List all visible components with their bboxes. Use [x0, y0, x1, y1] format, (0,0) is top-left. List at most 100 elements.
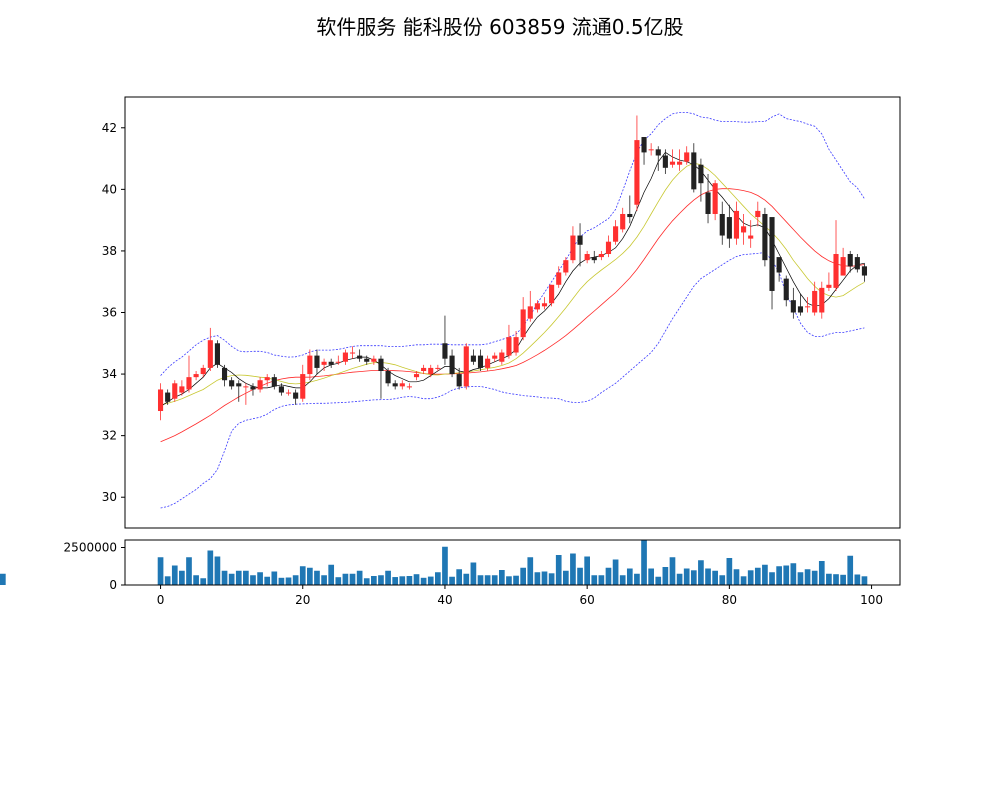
x-tick-label: 60	[580, 593, 595, 607]
candle-body	[335, 361, 341, 363]
volume-bar	[840, 574, 846, 585]
candle-body	[243, 386, 249, 388]
candle-body	[172, 383, 178, 399]
volume-bar	[371, 576, 377, 585]
volume-y-tick-label: 0	[109, 578, 117, 592]
volume-bar	[754, 567, 761, 585]
candle-body	[705, 192, 711, 214]
candle-body	[236, 383, 242, 387]
candle-body	[229, 380, 235, 387]
volume-bar	[335, 577, 342, 585]
volume-bar	[385, 570, 391, 585]
candle-body	[527, 306, 533, 319]
candle-body	[783, 278, 789, 301]
candle-body	[549, 284, 555, 304]
volume-bar	[520, 567, 527, 585]
candle-body	[285, 392, 292, 394]
candle-body	[257, 380, 263, 390]
candle-body	[492, 355, 498, 359]
volume-bar	[314, 570, 320, 585]
candle-body	[520, 309, 526, 338]
volume-bar	[491, 575, 498, 585]
volume-bar	[733, 569, 740, 585]
candle-body	[328, 361, 334, 365]
volume-bar	[477, 575, 484, 585]
candle-body	[186, 377, 192, 390]
candle-body	[613, 226, 619, 242]
candle-body	[627, 213, 633, 218]
volume-y-tick-label: 2500000	[64, 541, 117, 555]
candle-body	[221, 367, 228, 381]
volume-bar	[378, 575, 384, 585]
volume-bar	[200, 578, 207, 585]
candle-body	[655, 149, 661, 156]
volume-bar	[705, 568, 711, 585]
volume-bar	[847, 555, 854, 585]
candle-body	[797, 306, 804, 313]
candle-body	[847, 254, 853, 267]
volume-bar	[506, 576, 512, 585]
volume-bar	[527, 557, 534, 585]
price-y-tick-label: 42	[102, 121, 117, 135]
candle-body	[477, 355, 484, 368]
volume-bar	[541, 571, 548, 585]
candle-body	[812, 290, 818, 313]
candle-body	[428, 367, 434, 375]
candle-body	[698, 164, 704, 184]
volume-bar	[413, 574, 420, 585]
volume-bar	[221, 570, 228, 585]
volume-bar	[435, 572, 441, 585]
volume-bar	[818, 561, 825, 585]
candle-body	[591, 257, 597, 261]
candle-body	[506, 337, 512, 356]
volume-bar	[598, 575, 605, 585]
candle-body	[648, 149, 654, 151]
candle-body	[264, 377, 270, 381]
volume-bar	[833, 574, 839, 585]
volume-bar	[193, 575, 199, 585]
volume-bar	[662, 567, 669, 585]
candle-body	[307, 355, 313, 375]
volume-bar	[776, 566, 782, 585]
candle-body	[826, 284, 832, 288]
volume-bar	[804, 569, 811, 585]
volume-bar	[427, 576, 434, 585]
price-y-tick-label: 38	[102, 244, 117, 258]
price-y-tick-label: 34	[102, 367, 117, 381]
volume-bar	[171, 565, 178, 585]
volume-bar	[243, 570, 249, 585]
candle-body	[790, 300, 796, 313]
moving-average-lines	[160, 151, 865, 443]
volume-bar	[420, 577, 427, 585]
candle-body	[378, 358, 384, 371]
volume-bar	[278, 577, 285, 585]
candle-body	[741, 226, 747, 233]
candle-body	[577, 235, 583, 245]
candle-body	[271, 377, 277, 387]
volume-y-axis: 0 2500000	[64, 541, 125, 592]
candle-body	[620, 213, 626, 230]
volume-bar	[783, 565, 790, 585]
x-tick-label: 100	[860, 593, 883, 607]
volume-bar	[328, 564, 335, 585]
candle-body	[570, 235, 576, 261]
volume-bar	[584, 556, 590, 585]
x-tick-label: 20	[295, 593, 310, 607]
volume-bar	[356, 570, 363, 585]
candle-body	[392, 383, 398, 387]
candle-body	[833, 254, 839, 288]
volume-bar	[513, 575, 519, 585]
candle-body	[357, 355, 363, 359]
price-y-tick-label: 30	[102, 490, 117, 504]
candle-body	[157, 389, 164, 412]
price-y-axis: 30 32 34 36 38 40 42	[102, 121, 125, 504]
lower-band-line	[160, 252, 865, 509]
candle-body	[691, 152, 697, 190]
volume-bar	[698, 560, 704, 585]
volume-bar	[811, 570, 818, 585]
candle-body	[534, 303, 540, 310]
candle-body	[449, 355, 455, 375]
candle-body	[435, 367, 441, 369]
volume-bar	[235, 570, 242, 585]
